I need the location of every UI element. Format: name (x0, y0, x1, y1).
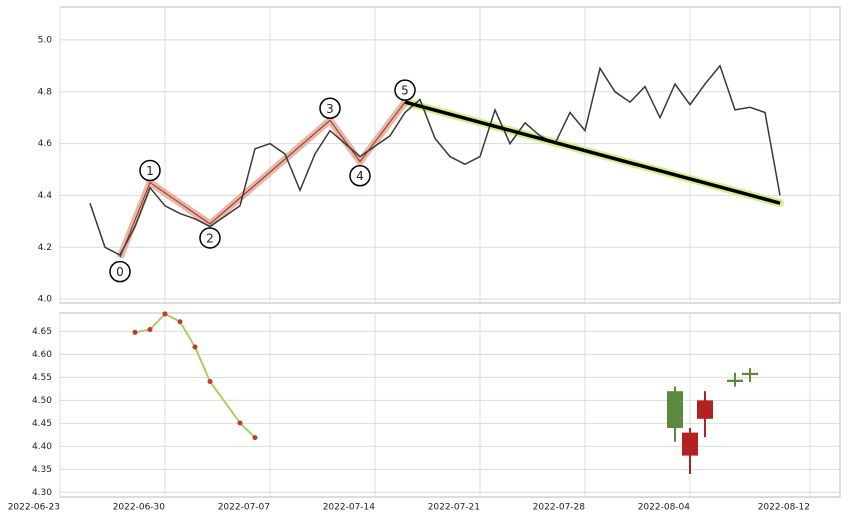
wave-label: 1 (146, 164, 154, 178)
x-tick-label: 2022-06-23 (8, 503, 60, 513)
candle-body (682, 432, 698, 456)
y-tick-label: 4.55 (32, 373, 52, 383)
x-tick-label: 2022-07-28 (533, 503, 586, 513)
y-tick-label: 4.6 (38, 139, 53, 149)
y-tick-label: 4.50 (32, 396, 52, 406)
x-tick-label: 2022-08-12 (758, 503, 810, 513)
overlay-line (134, 312, 256, 439)
overlay-point (162, 311, 168, 317)
wave-label: 4 (356, 169, 364, 183)
y-tick-label: 4.0 (38, 295, 53, 305)
y-tick-label: 4.4 (38, 191, 53, 201)
overlay-point (132, 329, 138, 335)
candle-body (742, 372, 758, 376)
x-tick-label: 2022-07-14 (323, 503, 376, 513)
y-tick-label: 4.2 (38, 243, 52, 253)
wave-marker (109, 260, 131, 283)
y-tick-label: 4.45 (32, 419, 52, 429)
wave-label: 5 (401, 84, 409, 98)
wave-label: 0 (116, 265, 124, 279)
overlay-point (252, 435, 258, 441)
trend-line (404, 100, 781, 205)
wave-marker (394, 79, 416, 101)
y-tick-label: 4.60 (32, 350, 52, 360)
y-tick-label: 4.65 (32, 327, 52, 337)
y-tick-label: 4.30 (32, 488, 52, 498)
overlay-point (237, 420, 243, 426)
y-tick-label: 5.0 (38, 35, 53, 45)
candle-body (667, 391, 683, 428)
overlay-point (207, 379, 213, 385)
y-tick-label: 4.35 (32, 465, 52, 475)
y-tick-label: 4.40 (32, 442, 52, 452)
candle-body (727, 379, 743, 382)
overlay-point (147, 327, 153, 333)
overlay-point (192, 344, 198, 350)
candle-body (697, 400, 713, 419)
x-tick-label: 2022-07-21 (428, 503, 480, 513)
wave-label: 3 (326, 102, 334, 116)
wave-marker (319, 97, 341, 120)
x-tick-label: 2022-06-30 (113, 503, 166, 513)
wave-marker (139, 159, 161, 182)
wave-marker (349, 164, 371, 187)
overlay-point (177, 319, 183, 325)
x-tick-label: 2022-07-07 (218, 503, 270, 513)
wave-label: 2 (206, 231, 214, 245)
plot-layer: 4.0 4.2 4.4 4.6 4.8 5.0 0 1 2 3 4 5 4.30 4.35 4.40 4.45… (8, 7, 840, 513)
y-tick-label: 4.8 (38, 87, 53, 97)
x-tick-label: 2022-08-04 (638, 503, 691, 513)
wave-marker (199, 227, 221, 249)
